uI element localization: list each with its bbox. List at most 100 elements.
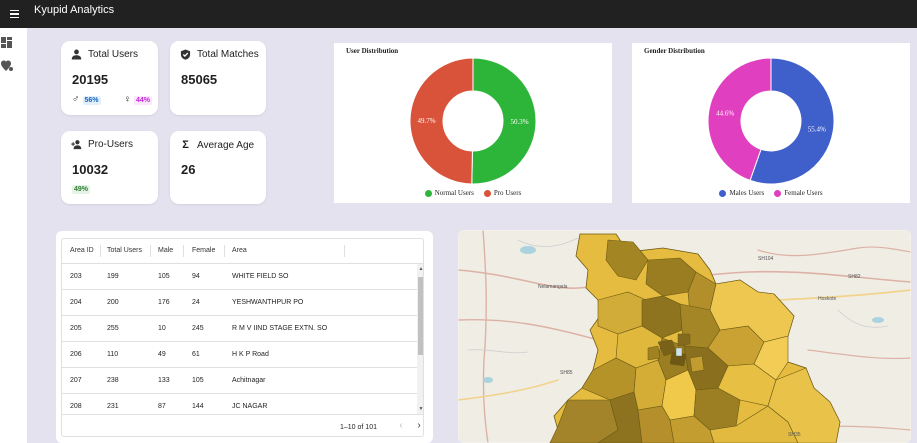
column-header-male[interactable]: Male bbox=[158, 247, 174, 254]
cell-total-users: 231 bbox=[107, 403, 119, 410]
total-users-card: Total Users 20195 ♂ 56% ♀ 44% bbox=[61, 41, 158, 115]
average-age-value: 26 bbox=[181, 162, 196, 177]
slice-label: 50.3% bbox=[510, 118, 528, 126]
cell-area-id: 206 bbox=[70, 351, 82, 358]
cell-female: 61 bbox=[192, 351, 200, 358]
total-matches-label: Total Matches bbox=[197, 49, 259, 60]
cell-area: Achitnagar bbox=[232, 377, 266, 384]
total-matches-card: Total Matches 85065 bbox=[170, 41, 266, 115]
legend-item[interactable]: Pro Users bbox=[483, 189, 522, 197]
cell-male: 87 bbox=[158, 403, 166, 410]
map-road-label: SH82 bbox=[848, 274, 861, 280]
user-distribution-donut: 50.3% 49.7% bbox=[409, 57, 537, 185]
legend-label: Males Users bbox=[729, 189, 765, 197]
table-row[interactable]: 206 110 49 61 H K P Road bbox=[62, 342, 417, 368]
cell-area-id: 204 bbox=[70, 299, 82, 306]
table-body: 203 199 105 94 WHITE FIELD SO 204 200 176 24 YESH… bbox=[62, 264, 417, 414]
total-users-label: Total Users bbox=[88, 49, 139, 60]
cell-female: 105 bbox=[192, 377, 204, 384]
cell-male: 176 bbox=[158, 299, 170, 306]
cell-female: 94 bbox=[192, 273, 200, 280]
cell-female: 24 bbox=[192, 299, 200, 306]
scroll-down-arrow-icon[interactable]: ▼ bbox=[418, 406, 424, 412]
area-table-card: Area ID Total Users Male Female Area 203… bbox=[56, 231, 433, 443]
column-separator[interactable] bbox=[183, 245, 184, 257]
column-header-total-users[interactable]: Total Users bbox=[107, 247, 143, 254]
cell-area-id: 207 bbox=[70, 377, 82, 384]
slice-label: 49.7% bbox=[417, 117, 435, 125]
pro-users-label: Pro-Users bbox=[88, 139, 134, 150]
column-separator[interactable] bbox=[344, 245, 345, 257]
cell-female: 245 bbox=[192, 325, 204, 332]
hamburger-menu-icon[interactable] bbox=[0, 0, 28, 28]
legend-label: Female Users bbox=[784, 189, 823, 197]
cell-total-users: 255 bbox=[107, 325, 119, 332]
person-add-icon bbox=[71, 140, 82, 150]
gender-distribution-chart: Gender Distribution 55.4% 44.6% Males Use… bbox=[632, 43, 910, 203]
map-place-label: Nelamangala bbox=[538, 284, 568, 290]
donut-slice[interactable] bbox=[707, 57, 772, 182]
legend-item[interactable]: Males Users bbox=[719, 189, 764, 197]
legend-item[interactable]: Normal Users bbox=[424, 189, 474, 197]
map-road-label: SH104 bbox=[758, 256, 774, 262]
scrollbar-thumb[interactable] bbox=[418, 277, 423, 355]
cell-area: YESHWANTHPUR PO bbox=[232, 299, 304, 306]
cell-area: R M V IIND STAGE EXTN. SO bbox=[232, 325, 328, 332]
cell-male: 105 bbox=[158, 273, 170, 280]
legend-dot bbox=[774, 189, 782, 197]
cell-male: 133 bbox=[158, 377, 170, 384]
cell-area-id: 208 bbox=[70, 403, 82, 410]
map-place-label: Hoskote bbox=[818, 296, 837, 302]
map-road-label: SH35 bbox=[788, 432, 801, 438]
map-canvas[interactable]: Nelamangala SH104 SH82 Hoskote SH85 SH35 bbox=[458, 230, 911, 443]
scroll-up-arrow-icon[interactable]: ▲ bbox=[418, 266, 424, 272]
person-icon bbox=[71, 49, 82, 60]
total-matches-value: 85065 bbox=[181, 72, 218, 87]
table-row[interactable]: 205 255 10 245 R M V IIND STAGE EXTN. SO bbox=[62, 316, 417, 342]
choropleth-regions[interactable] bbox=[549, 233, 841, 443]
total-users-value: 20195 bbox=[72, 72, 109, 87]
table-row[interactable]: 203 199 105 94 WHITE FIELD SO bbox=[62, 264, 417, 290]
column-separator[interactable] bbox=[224, 245, 225, 257]
cell-area-id: 205 bbox=[70, 325, 82, 332]
chart-legend: Males Users Female Users bbox=[632, 189, 910, 197]
table-row[interactable]: 207 238 133 105 Achitnagar bbox=[62, 368, 417, 394]
heart-location-icon[interactable] bbox=[1, 60, 13, 72]
table-scrollbar[interactable]: ▲ ▼ bbox=[417, 264, 424, 414]
cell-male: 10 bbox=[158, 325, 166, 332]
chevron-right-icon[interactable]: › bbox=[417, 420, 421, 431]
verified-shield-icon bbox=[180, 49, 191, 60]
cell-area-id: 203 bbox=[70, 273, 82, 280]
chevron-left-icon[interactable]: ‹ bbox=[399, 420, 403, 431]
column-separator[interactable] bbox=[150, 245, 151, 257]
slice-label: 55.4% bbox=[808, 125, 826, 133]
donut-slice[interactable] bbox=[409, 57, 474, 185]
legend-label: Normal Users bbox=[434, 189, 474, 197]
chart-title: User Distribution bbox=[346, 47, 399, 55]
sigma-icon: Σ bbox=[182, 139, 189, 151]
female-icon: ♀ bbox=[123, 94, 132, 105]
column-header-area[interactable]: Area bbox=[232, 247, 247, 254]
legend-item[interactable]: Female Users bbox=[774, 189, 823, 197]
column-separator[interactable] bbox=[100, 245, 101, 257]
sidebar bbox=[0, 28, 27, 443]
table-header: Area ID Total Users Male Female Area bbox=[62, 239, 423, 264]
dashboard-icon[interactable] bbox=[1, 37, 13, 49]
table-row[interactable]: 208 231 87 144 JC NAGAR bbox=[62, 394, 417, 414]
pro-users-percentage-badge: 49% bbox=[72, 185, 91, 194]
cell-female: 144 bbox=[192, 403, 204, 410]
cell-total-users: 110 bbox=[107, 351, 119, 358]
donut-slice[interactable] bbox=[471, 57, 537, 185]
cell-area: WHITE FIELD SO bbox=[232, 273, 289, 280]
female-percentage-badge: 44% bbox=[134, 95, 153, 105]
pro-users-card: Pro-Users 10032 49% bbox=[61, 131, 158, 204]
cell-total-users: 199 bbox=[107, 273, 119, 280]
pro-users-value: 10032 bbox=[72, 162, 109, 177]
male-percentage-badge: 56% bbox=[82, 95, 101, 105]
column-header-female[interactable]: Female bbox=[192, 247, 216, 254]
table-row[interactable]: 204 200 176 24 YESHWANTHPUR PO bbox=[62, 290, 417, 316]
legend-label: Pro Users bbox=[493, 189, 522, 197]
choropleth-map[interactable]: Nelamangala SH104 SH82 Hoskote SH85 SH35 bbox=[458, 230, 911, 443]
cell-area: JC NAGAR bbox=[232, 403, 268, 410]
column-header-area-id[interactable]: Area ID bbox=[70, 247, 94, 254]
